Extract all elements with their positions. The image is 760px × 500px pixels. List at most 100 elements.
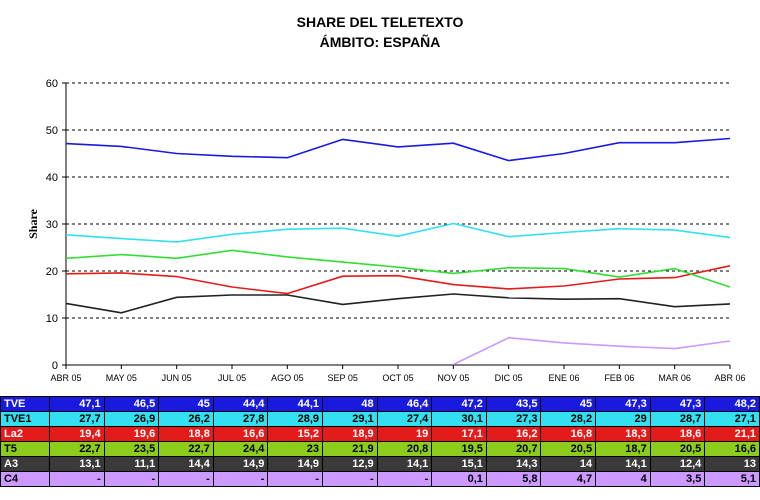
series-line-a3: [65, 293, 731, 314]
y-axis-title: Share: [26, 208, 40, 238]
series-line-tve: [65, 137, 731, 162]
table-cell: 19,4: [49, 426, 105, 442]
table-cell: 27,3: [485, 411, 542, 427]
table-cell: 48,2: [704, 396, 760, 412]
table-cell: 21,1: [704, 426, 760, 442]
x-tick-label: FEB 06: [604, 373, 634, 383]
table-cell: 46,4: [376, 396, 433, 412]
table-cell: 28,2: [540, 411, 597, 427]
table-cell: 15,2: [267, 426, 324, 442]
table-row-label: A3: [0, 456, 50, 472]
table-cell: 14,9: [212, 456, 269, 472]
table-cell: 14,4: [158, 456, 214, 472]
table-row: La2 19,4 19,6 18,8 16,6 15,2 18,9 19 17,1 16,2 16,…: [0, 426, 760, 442]
table-cell: 18,6: [649, 426, 706, 442]
table-cell: 45: [158, 396, 214, 412]
table-cell: 27,4: [376, 411, 433, 427]
y-tick-label: 60: [46, 78, 58, 90]
table-cell: 47,3: [649, 396, 706, 412]
table-cell: 22,7: [158, 441, 214, 457]
table-cell: -: [103, 471, 160, 487]
table-cell: 16,6: [212, 426, 269, 442]
table-cell: 20,7: [485, 441, 542, 457]
table-cell: 43,5: [485, 396, 542, 412]
x-tick-label: ABR 05: [50, 373, 81, 383]
x-tick-label: SEP 05: [327, 373, 357, 383]
table-cell: 46,5: [103, 396, 160, 412]
table-cell: 11,1: [103, 456, 160, 472]
table-row-label: T5: [0, 441, 50, 457]
table-cell: 44,1: [267, 396, 324, 412]
table-row: C4- - - - - - -0,1 5,8 4,7 4 3,5 5,1: [0, 471, 760, 487]
x-tick-label: ABR 06: [714, 373, 745, 383]
x-tick-label: AGO 05: [271, 373, 304, 383]
data-table: TVE 47,1 46,5 45 44,4 44,1 48 46,4 47,2 43,5 45 47,…: [0, 396, 760, 487]
y-tick-label: 0: [52, 360, 58, 372]
chart-subtitle: ÁMBITO: ESPAÑA: [319, 34, 441, 50]
table-cell: 47,3: [595, 396, 651, 412]
y-tick-label: 10: [46, 313, 58, 325]
table-row-label: La2: [0, 426, 50, 442]
table-cell: 26,9: [103, 411, 160, 427]
table-cell: 26,2: [158, 411, 214, 427]
table-cell: 0,1: [431, 471, 487, 487]
table-cell: 23: [267, 441, 324, 457]
table-cell: 14,1: [595, 456, 651, 472]
table-cell: 14,1: [376, 456, 433, 472]
y-tick-label: 20: [46, 266, 58, 278]
table-cell: 28,7: [649, 411, 706, 427]
table-cell: 19: [376, 426, 433, 442]
series-line-c4: [452, 336, 731, 366]
table-cell: 45: [540, 396, 597, 412]
series-line-tve1: [65, 222, 731, 243]
table-cell: 18,8: [158, 426, 214, 442]
table-cell: 27,7: [49, 411, 105, 427]
table-cell: 16,8: [540, 426, 597, 442]
x-tick-label: NOV 05: [437, 373, 469, 383]
table-cell: 18,7: [595, 441, 651, 457]
x-tick-label: MAY 05: [106, 373, 137, 383]
table-row: TVE1 27,7 26,9 26,2 27,8 28,9 29,1 27,4 30,1 27,3…: [0, 411, 760, 427]
table-cell: 13: [704, 456, 760, 472]
table-cell: 18,3: [595, 426, 651, 442]
table-row: TVE 47,1 46,5 45 44,4 44,1 48 46,4 47,2 43,5 45 47,…: [0, 396, 760, 412]
table-cell: -: [267, 471, 324, 487]
x-tick-label: OCT 05: [382, 373, 413, 383]
table-cell: 16,6: [704, 441, 760, 457]
table-row: T5 22,7 23,5 22,7 24,4 23 21,9 20,8 19,5 20,7 20,5…: [0, 441, 760, 457]
y-tick-label: 40: [46, 172, 58, 184]
table-cell: 17,1: [431, 426, 487, 442]
table-cell: 13,1: [49, 456, 105, 472]
table-cell: 14: [540, 456, 597, 472]
table-cell: 23,5: [103, 441, 160, 457]
line-chart: 0 10 20 30 40 50 60 ABR 05 MAY 05 JUN 05 JUL 05 AGO…: [26, 78, 746, 383]
table-row-label: TVE: [0, 396, 50, 412]
table-cell: 12,9: [322, 456, 378, 472]
table-cell: 29: [595, 411, 651, 427]
table-cell: 27,8: [212, 411, 269, 427]
table-cell: 22,7: [49, 441, 105, 457]
table-cell: -: [49, 471, 105, 487]
table-row-label: C4: [0, 471, 50, 487]
table-cell: -: [376, 471, 433, 487]
table-cell: 48: [322, 396, 378, 412]
table-cell: 16,2: [485, 426, 542, 442]
y-tick-label: 50: [46, 125, 58, 137]
table-cell: 14,9: [267, 456, 324, 472]
table-cell: 20,5: [540, 441, 597, 457]
table-cell: 28,9: [267, 411, 324, 427]
x-tick-label: MAR 06: [658, 373, 691, 383]
table-cell: 20,8: [376, 441, 433, 457]
series-line-t5: [65, 249, 731, 288]
table-cell: 47,1: [49, 396, 105, 412]
table-cell: 3,5: [649, 471, 706, 487]
x-tick-label: DIC 05: [495, 373, 523, 383]
table-cell: 5,8: [485, 471, 542, 487]
table-row-label: TVE1: [0, 411, 50, 427]
table-cell: 4,7: [540, 471, 597, 487]
table-cell: 21,9: [322, 441, 378, 457]
table-cell: 44,4: [212, 396, 269, 412]
table-cell: 14,3: [485, 456, 542, 472]
table-cell: 18,9: [322, 426, 378, 442]
table-row: A3 13,1 11,1 14,4 14,9 14,9 12,9 14,1 15,1 14,3 14…: [0, 456, 760, 472]
